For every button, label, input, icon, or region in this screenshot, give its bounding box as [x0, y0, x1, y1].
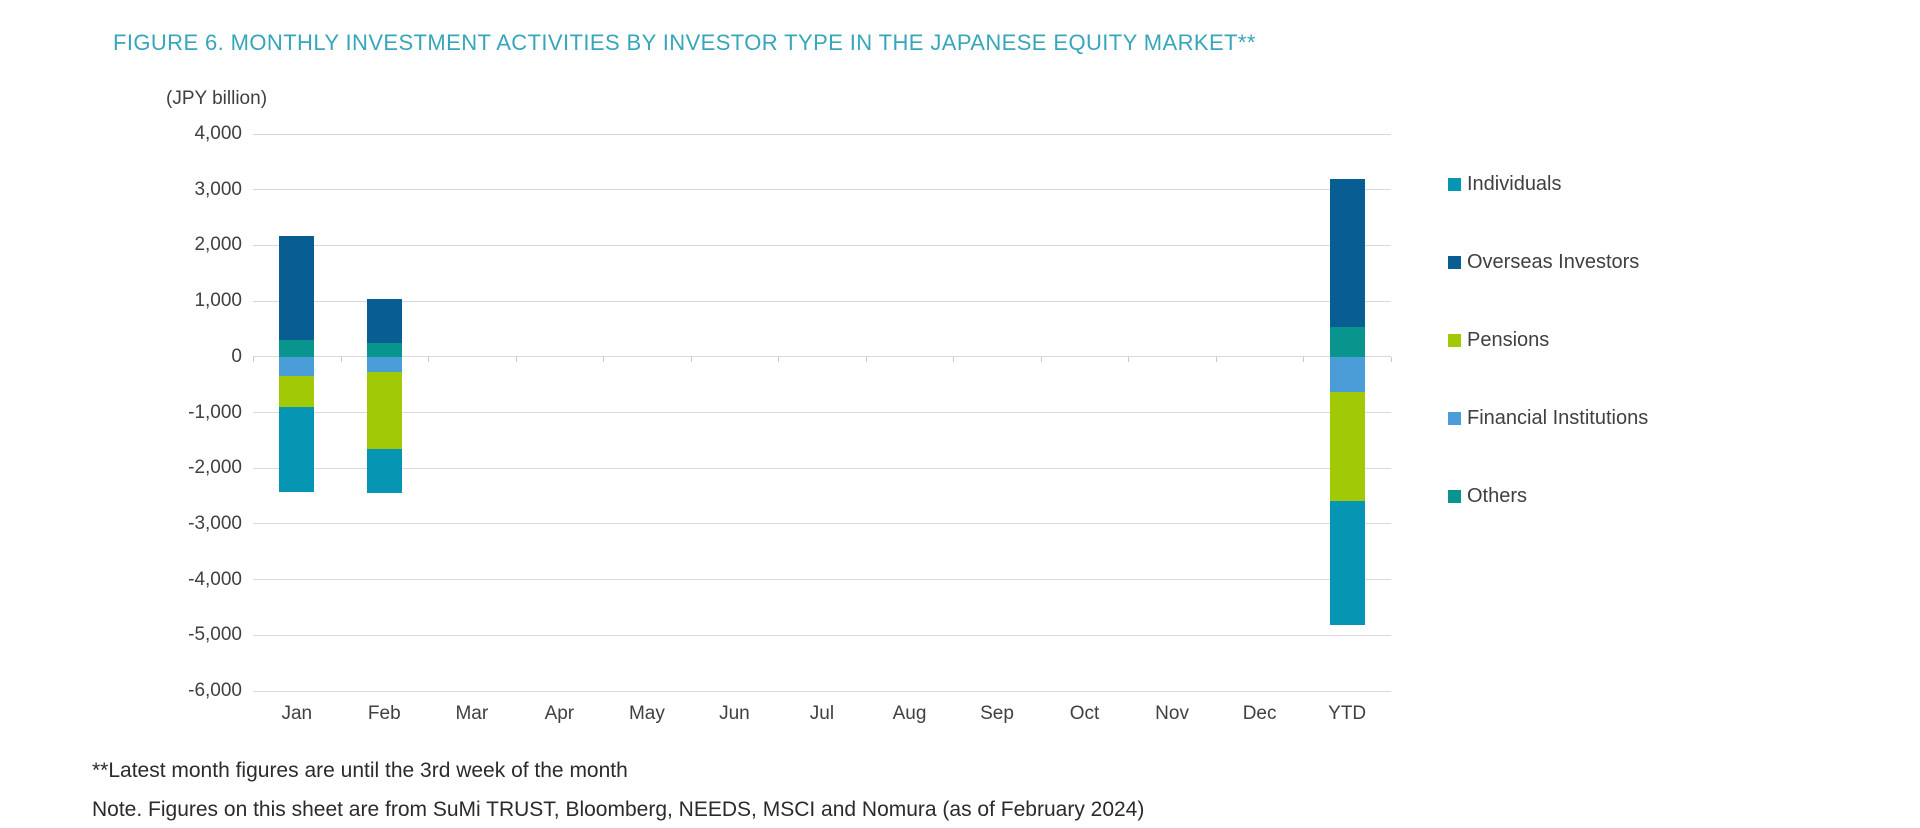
footnote-source: Note. Figures on this sheet are from SuM…: [92, 798, 1145, 821]
legend-label: Pensions: [1467, 329, 1550, 351]
y-tick-label: 3,000: [194, 178, 242, 200]
zero-axis-tick: [1128, 356, 1130, 362]
bar-segment-others-jan: [279, 340, 315, 357]
zero-axis-tick: [603, 356, 605, 362]
zero-axis-tick: [515, 356, 517, 362]
gridline: [253, 244, 1391, 246]
y-tick-label: -6,000: [188, 680, 242, 701]
x-tick-label: Aug: [892, 703, 927, 724]
bar-segment-pensions-jan: [279, 376, 315, 407]
y-tick-label: -3,000: [188, 512, 242, 534]
x-tick-label: Jan: [281, 703, 313, 724]
x-tick-label: Feb: [367, 703, 401, 724]
zero-axis-tick: [1040, 356, 1042, 362]
bar-segment-individuals-feb: [366, 449, 402, 494]
legend-item-individuals: Individuals: [1448, 172, 1562, 196]
legend-item-overseas-investors: Overseas Investors: [1448, 250, 1639, 274]
zero-axis-tick: [778, 356, 780, 362]
legend-item-others: Others: [1448, 484, 1527, 508]
x-tick-label: YTD: [1328, 703, 1367, 724]
x-tick-label: Oct: [1069, 703, 1100, 724]
bar-segment-financial-institutions-ytd: [1329, 356, 1365, 392]
gridline: [253, 467, 1391, 469]
y-tick-label: 0: [231, 345, 242, 367]
y-tick-label: -4,000: [188, 568, 242, 590]
gridline: [253, 133, 1391, 135]
gridline: [253, 579, 1391, 581]
zero-axis-tick: [253, 356, 254, 362]
x-tick-label: Nov: [1155, 703, 1189, 724]
y-tick-label: -5,000: [188, 624, 242, 646]
gridline: [253, 523, 1391, 525]
x-tick-label: Apr: [544, 703, 575, 724]
bar-segment-pensions-feb: [366, 372, 402, 450]
bar-segment-individuals-ytd: [1329, 500, 1365, 625]
bar-segment-overseas-investors-feb: [366, 299, 402, 343]
legend-item-pensions: Pensions: [1448, 328, 1549, 352]
x-tick-label: Jun: [719, 703, 750, 724]
gridline: [253, 690, 1391, 692]
x-tick-label: Jul: [809, 703, 835, 724]
y-tick-label: 1,000: [194, 290, 242, 312]
zero-axis-tick: [690, 356, 692, 362]
x-tick-label: Mar: [455, 703, 489, 724]
zero-axis-tick: [953, 356, 955, 362]
legend-label: Others: [1467, 485, 1528, 507]
x-tick-label: Dec: [1242, 703, 1277, 724]
zero-axis-tick: [340, 356, 342, 362]
x-tick-label: May: [628, 703, 665, 724]
bar-segment-financial-institutions-feb: [366, 356, 402, 373]
plot-area: [253, 133, 1392, 692]
bar-segment-individuals-jan: [279, 406, 315, 492]
y-tick-label: 2,000: [194, 234, 242, 256]
y-tick-label: 4,000: [194, 123, 242, 144]
x-axis: Jan Feb Mar Apr May Jun Jul Aug Sep Oct Nov Dec YTD: [253, 703, 1391, 725]
legend-marker-icon: [1448, 489, 1461, 503]
chart-title: FIGURE 6. MONTHLY INVESTMENT ACTIVITIES …: [113, 30, 1256, 55]
legend-marker-icon: [1448, 411, 1461, 425]
x-tick-label: Sep: [980, 703, 1014, 724]
gridline: [253, 356, 1391, 358]
legend-marker-icon: [1448, 333, 1461, 347]
legend-label: Financial Institutions: [1467, 407, 1649, 429]
bar-segment-pensions-ytd: [1329, 391, 1365, 501]
gridline: [253, 634, 1391, 636]
bar-segment-others-ytd: [1329, 326, 1365, 357]
legend-label: Overseas Investors: [1467, 251, 1640, 273]
legend-marker-icon: [1448, 177, 1461, 191]
y-tick-label: -2,000: [188, 457, 242, 479]
footnote-latest-month: **Latest month figures are until the 3rd…: [92, 759, 628, 782]
gridline: [253, 300, 1391, 302]
bar-segment-overseas-investors-ytd: [1329, 178, 1365, 327]
zero-axis-tick: [865, 356, 867, 362]
y-axis-unit-label: (JPY billion): [166, 88, 268, 109]
zero-axis-tick: [1215, 356, 1217, 362]
zero-axis-tick: [1391, 356, 1392, 362]
chart-legend: Individuals Overseas Investors Pensions Fin…: [1448, 0, 1868, 828]
bar-segment-financial-institutions-jan: [279, 356, 315, 377]
bar-segment-overseas-investors-jan: [279, 235, 315, 341]
legend-marker-icon: [1448, 255, 1461, 269]
bar-segment-others-feb: [366, 342, 402, 357]
y-tick-label: -1,000: [188, 401, 242, 423]
zero-axis-tick: [1303, 356, 1305, 362]
gridline: [253, 189, 1391, 191]
legend-item-financial-institutions: Financial Institutions: [1448, 406, 1648, 430]
y-axis: 4,000 3,000 2,000 1,000 0 -1,000 -2,000 -3,000 -…: [100, 124, 242, 701]
gridline: [253, 412, 1391, 413]
zero-axis-tick: [428, 356, 430, 362]
legend-label: Individuals: [1467, 173, 1562, 195]
